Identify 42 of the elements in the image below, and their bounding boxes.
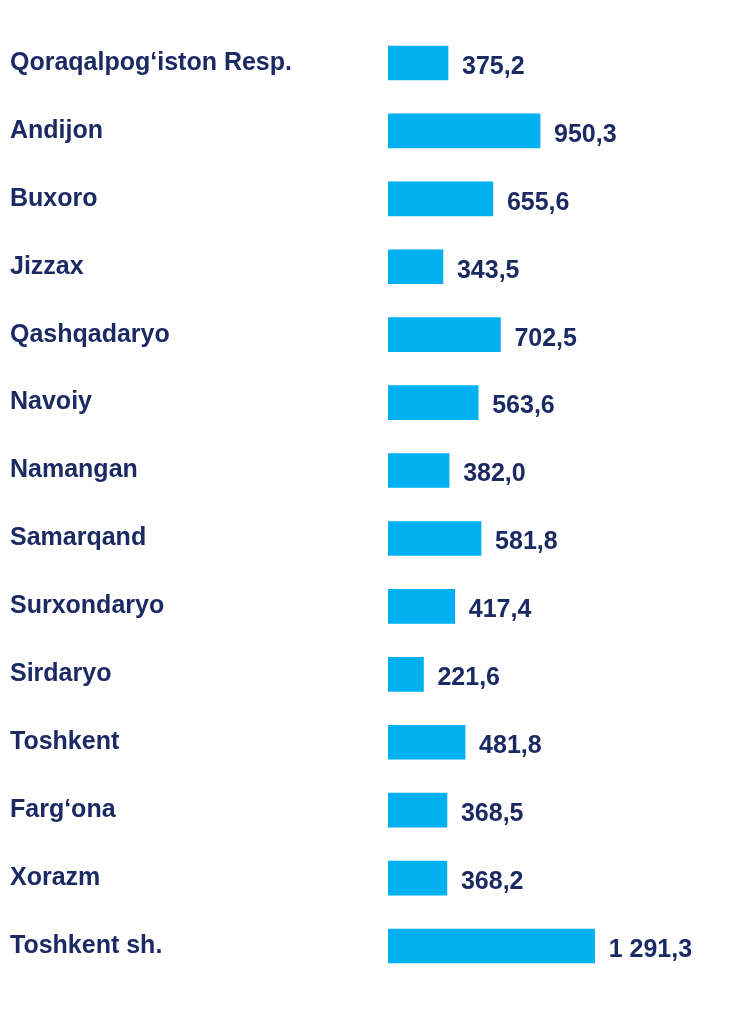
bar [388, 860, 448, 896]
bar [388, 113, 541, 149]
data-label: 368,2 [460, 866, 524, 894]
data-label: 417,4 [468, 594, 532, 623]
y-tick-label: Samarqand [10, 522, 147, 551]
data-label: 375,2 [462, 50, 525, 79]
y-tick-label: Qashqadaryo [10, 318, 170, 347]
y-tick-label: Sirdaryo [10, 658, 112, 687]
bar [388, 317, 501, 353]
data-label: 382,0 [463, 458, 526, 487]
bar [388, 45, 449, 81]
y-tick-label: Andijon [10, 114, 104, 143]
data-label: 481,8 [479, 730, 542, 759]
y-tick-label: Jizzax [10, 250, 84, 279]
y-tick-label: Toshkent sh. [10, 929, 163, 958]
bar [388, 928, 595, 964]
bar [388, 792, 448, 828]
data-label: 343,5 [456, 254, 520, 283]
y-tick-label: Navoiy [10, 386, 93, 415]
y-tick-label: Surxondaryo [10, 590, 165, 619]
y-tick-label: Buxoro [10, 182, 98, 211]
bar [388, 724, 466, 760]
y-tick-label: Toshkent [10, 726, 120, 755]
bar [388, 589, 456, 624]
data-label: 950,3 [554, 118, 617, 147]
bar [388, 521, 482, 556]
bar [388, 181, 494, 217]
data-label: 702,5 [514, 322, 578, 351]
y-tick-label: Xorazm [10, 862, 101, 890]
data-label: 581,8 [495, 526, 558, 555]
bar [388, 453, 450, 488]
data-label: 221,6 [437, 662, 501, 691]
y-tick-label: Qoraqalpog‘iston Resp. [10, 46, 292, 75]
y-tick-label: Farg‘ona [10, 794, 117, 823]
data-label: 563,6 [492, 390, 555, 419]
bar [388, 385, 479, 420]
y-tick-label: Namangan [10, 454, 138, 483]
bar [388, 249, 444, 285]
data-label: 368,5 [460, 798, 524, 827]
data-label: 655,6 [506, 186, 570, 215]
bar [388, 656, 424, 692]
data-label: 1 291,3 [608, 933, 693, 962]
